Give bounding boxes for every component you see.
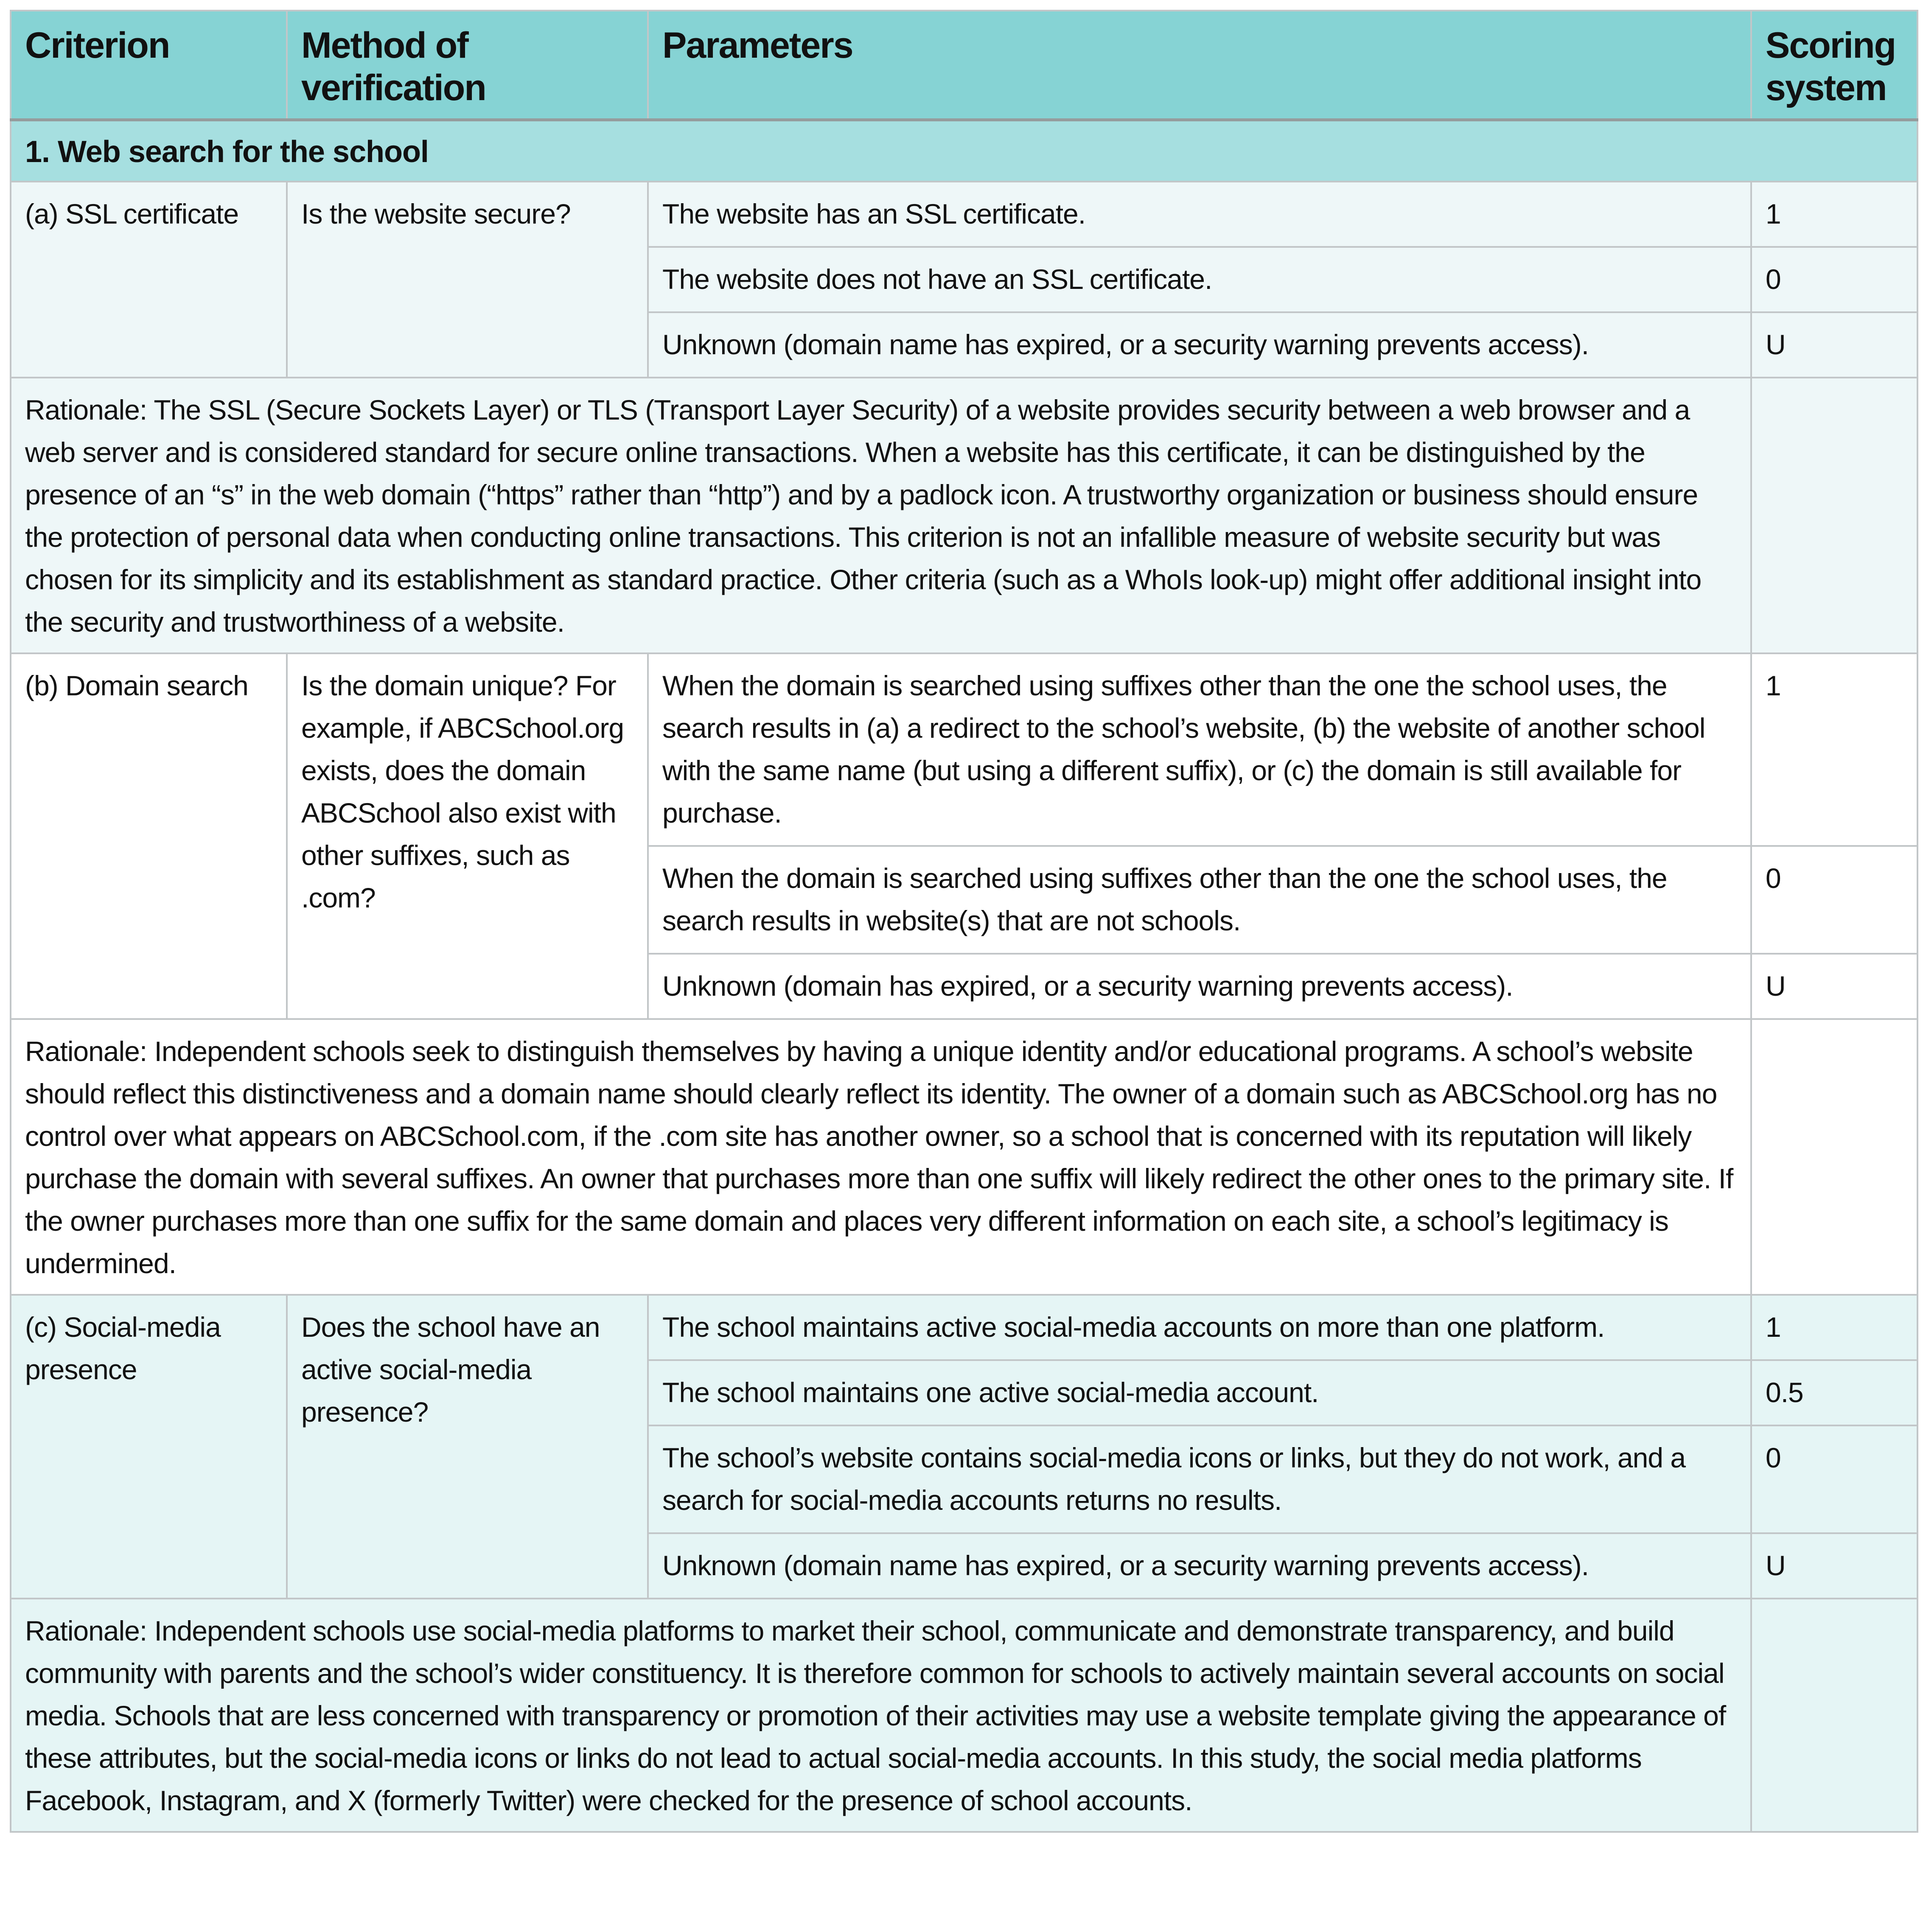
parameter-cell: When the domain is searched using suffix… [647, 652, 1752, 847]
score-cell: U [1750, 953, 1918, 1020]
table-row: The website does not have an SSL certifi… [11, 246, 1918, 313]
criteria-table: Criterion Method of verification Paramet… [10, 10, 1918, 1833]
criterion-cell: (b) Domain search [10, 652, 288, 1020]
parameter-cell: When the domain is searched using suffix… [647, 845, 1752, 955]
rationale-row: Rationale: The SSL (Secure Sockets Layer… [10, 377, 1918, 654]
parameter-cell: The school’s website contains social-med… [647, 1425, 1752, 1534]
score-cell: U [1750, 311, 1918, 378]
score-cell: U [1750, 1532, 1918, 1599]
criterion-cell: (a) SSL certificate [10, 181, 288, 378]
parameter-cell: The school maintains active social-media… [647, 1294, 1752, 1361]
rationale-row: Rationale: Independent schools use socia… [10, 1598, 1918, 1833]
rationale-cell: Rationale: Independent schools use socia… [10, 1598, 1752, 1833]
table-row: Unknown (domain name has expired, or a s… [11, 1532, 1918, 1599]
empty-score-cell [1750, 377, 1918, 654]
parameter-cell: The website does not have an SSL certifi… [647, 246, 1752, 313]
parameter-cell: Unknown (domain has expired, or a securi… [647, 953, 1752, 1020]
parameter-cell: Unknown (domain name has expired, or a s… [647, 1532, 1752, 1599]
table-row: (a) SSL certificate Is the website secur… [10, 181, 1918, 378]
table-row: (b) Domain search Is the domain unique? … [10, 652, 1918, 1020]
parameter-cell: The website has an SSL certificate. [647, 181, 1752, 248]
table-row: The school maintains one active social-m… [11, 1359, 1918, 1426]
method-cell: Is the website secure? [286, 181, 649, 378]
score-cell: 1 [1750, 652, 1918, 847]
score-cell: 0.5 [1750, 1359, 1918, 1426]
rationale-cell: Rationale: Independent schools seek to d… [10, 1018, 1752, 1296]
method-cell: Does the school have an active social-me… [286, 1294, 649, 1599]
empty-score-cell [1750, 1018, 1918, 1296]
header-parameters: Parameters [647, 10, 1752, 121]
parameter-cell: Unknown (domain name has expired, or a s… [647, 311, 1752, 378]
empty-score-cell [1750, 1598, 1918, 1833]
section-row: 1. Web search for the school [10, 119, 1918, 182]
header-scoring: Scoring system [1750, 10, 1918, 121]
score-cell: 1 [1750, 1294, 1918, 1361]
method-cell: Is the domain unique? For example, if AB… [286, 652, 649, 1020]
table-row: When the domain is searched using suffix… [11, 845, 1918, 955]
table-row: Unknown (domain has expired, or a securi… [11, 953, 1918, 1020]
rationale-row: Rationale: Independent schools seek to d… [10, 1018, 1918, 1296]
header-method: Method of verification [286, 10, 649, 121]
rationale-cell: Rationale: The SSL (Secure Sockets Layer… [10, 377, 1752, 654]
score-cell: 0 [1750, 246, 1918, 313]
score-cell: 1 [1750, 181, 1918, 248]
parameter-cell: The school maintains one active social-m… [647, 1359, 1752, 1426]
header-row: Criterion Method of verification Paramet… [10, 10, 1918, 121]
score-cell: 0 [1750, 845, 1918, 955]
table-row: The school’s website contains social-med… [11, 1425, 1918, 1534]
table-row: (c) Social-media presence Does the schoo… [10, 1294, 1918, 1599]
score-cell: 0 [1750, 1425, 1918, 1534]
table-row: Unknown (domain name has expired, or a s… [11, 311, 1918, 378]
section-title: 1. Web search for the school [10, 119, 1918, 182]
header-criterion: Criterion [10, 10, 288, 121]
criterion-cell: (c) Social-media presence [10, 1294, 288, 1599]
